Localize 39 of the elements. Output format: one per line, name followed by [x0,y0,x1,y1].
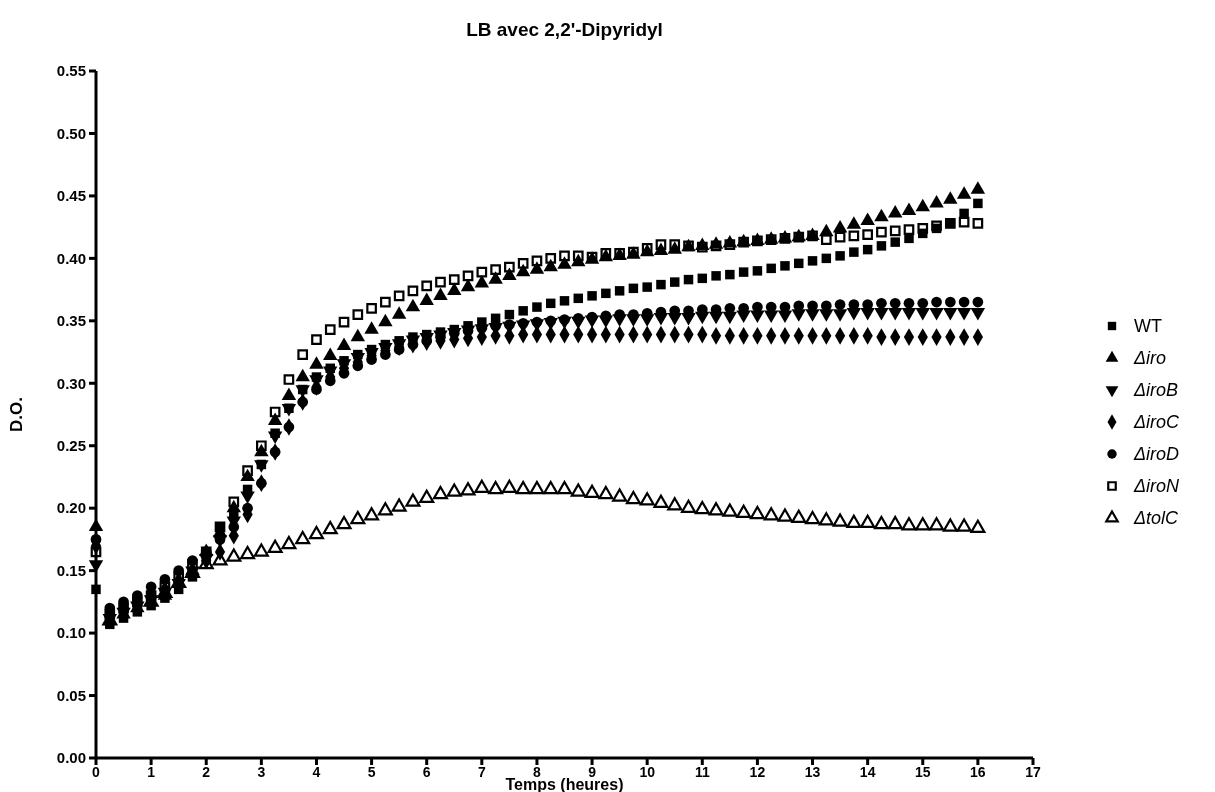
y-tick-label: 0.55 [56,62,86,80]
x-tick-label: 16 [970,764,986,780]
y-tick-label: 0.20 [56,499,86,517]
x-tick-label: 3 [257,764,266,780]
legend-label: ΔiroN [1133,476,1181,497]
x-tick-label: 5 [367,764,376,780]
x-tick-label: 13 [804,764,821,780]
legend-label: ΔiroC [1133,412,1181,433]
x-tick-label: 8 [533,764,542,780]
x-tick-label: 9 [588,764,597,780]
y-tick-label: 0.25 [56,436,86,454]
y-tick-label: 0.05 [56,686,86,704]
legend-label: ΔiroD [1133,444,1180,465]
x-tick-label: 1 [147,764,156,780]
x-tick-label: 14 [859,764,876,780]
x-tick-label: 7 [477,764,486,780]
y-tick-label: 0.00 [56,749,86,767]
x-tick-label: 4 [312,764,321,780]
chart-title: LB avec 2,2'-Dipyridyl [466,19,663,40]
y-tick-label: 0.30 [56,374,86,392]
x-tick-label: 15 [914,764,931,780]
y-tick-label: 0.50 [56,124,86,142]
legend-label: WT [1134,316,1162,337]
x-tick-label: 12 [749,764,766,780]
y-axis-title: D.O. [7,397,26,432]
x-tick-label: 0 [92,764,101,780]
y-tick-label: 0.10 [56,624,86,642]
x-tick-label: 6 [422,764,431,780]
x-tick-label: 17 [1025,764,1041,780]
legend-label: ΔtolC [1133,508,1180,529]
y-tick-label: 0.40 [56,249,86,267]
y-tick-label: 0.15 [56,561,86,579]
x-tick-label: 10 [639,764,656,780]
y-tick-label: 0.35 [56,312,86,330]
x-tick-label: 2 [202,764,211,780]
legend-label: Δiro [1133,348,1167,369]
y-tick-label: 0.45 [56,187,86,205]
x-tick-label: 11 [694,764,710,780]
legend-label: ΔiroB [1133,380,1179,401]
